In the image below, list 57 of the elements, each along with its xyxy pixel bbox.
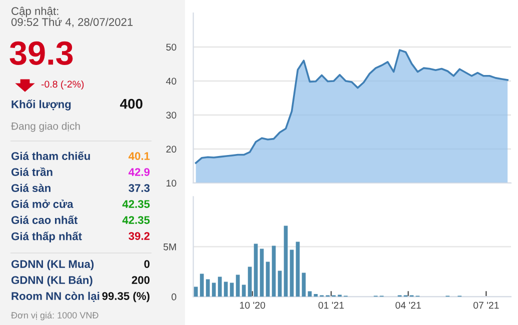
y-tick-label: 50 <box>166 44 176 51</box>
bar <box>272 246 276 297</box>
text: 200 <box>132 276 150 284</box>
y-tick-label: 0 <box>172 293 176 300</box>
y-tick-label: 5M <box>164 244 176 250</box>
bar <box>266 262 270 297</box>
bar <box>260 248 264 297</box>
x-tick-label: 07 '21 <box>473 302 499 309</box>
text: Giá tham chiếu <box>11 151 90 160</box>
text: Giá cao nhất <box>11 215 78 224</box>
text: 42.9 <box>128 168 150 176</box>
bar <box>236 274 240 297</box>
text: 0 <box>144 260 150 268</box>
text: 39.2 <box>128 232 150 240</box>
bar <box>278 270 282 297</box>
bar <box>230 282 234 297</box>
x-tick-label: 04 '21 <box>396 302 421 309</box>
bar <box>248 266 252 297</box>
y-tick-label: 20 <box>166 146 176 153</box>
text: Đơn vị giá: 1000 VNĐ <box>11 312 98 320</box>
text: 42.35 <box>122 216 150 224</box>
text: Khối lượng <box>12 100 71 110</box>
bar <box>290 250 294 297</box>
bar <box>206 279 210 297</box>
bar <box>308 291 312 297</box>
text: 09:52 Thứ 4, 28/07/2021 <box>11 18 133 28</box>
text: Cập nhật: <box>12 6 58 18</box>
text: 99.35 (%) <box>102 292 150 302</box>
y-tick-label: 10 <box>166 180 176 187</box>
text: 37.3 <box>128 184 150 192</box>
text: Room NN còn lại <box>12 292 100 302</box>
text: Giá mở cửa <box>11 200 74 208</box>
text: 40.1 <box>128 152 150 160</box>
bar <box>194 286 198 297</box>
bar <box>218 276 222 297</box>
text: 42.35 <box>122 200 150 208</box>
text: Giá sàn <box>11 184 50 192</box>
y-tick-label: 40 <box>166 78 176 85</box>
bar <box>254 244 258 297</box>
bar <box>242 284 246 297</box>
bar <box>224 282 228 297</box>
x-tick-label: 10 '20 <box>240 302 266 309</box>
bar <box>302 272 306 297</box>
bar <box>296 242 300 297</box>
text: 39.3 <box>10 41 73 65</box>
bar <box>200 274 204 297</box>
y-tick-label: 30 <box>166 112 176 119</box>
text: Giá thấp nhất <box>11 232 82 242</box>
x-tick-label: 01 '21 <box>318 302 344 309</box>
text: GDNN (KL Mua) <box>11 260 94 270</box>
bar <box>284 226 288 297</box>
text: Giá trần <box>11 167 52 176</box>
text: -0.8 (-2%) <box>41 80 84 90</box>
text: 400 <box>120 98 142 109</box>
text: GDNN (KL Bán) <box>11 276 92 286</box>
text: Đang giao dịch <box>11 122 80 132</box>
bar <box>212 282 216 297</box>
